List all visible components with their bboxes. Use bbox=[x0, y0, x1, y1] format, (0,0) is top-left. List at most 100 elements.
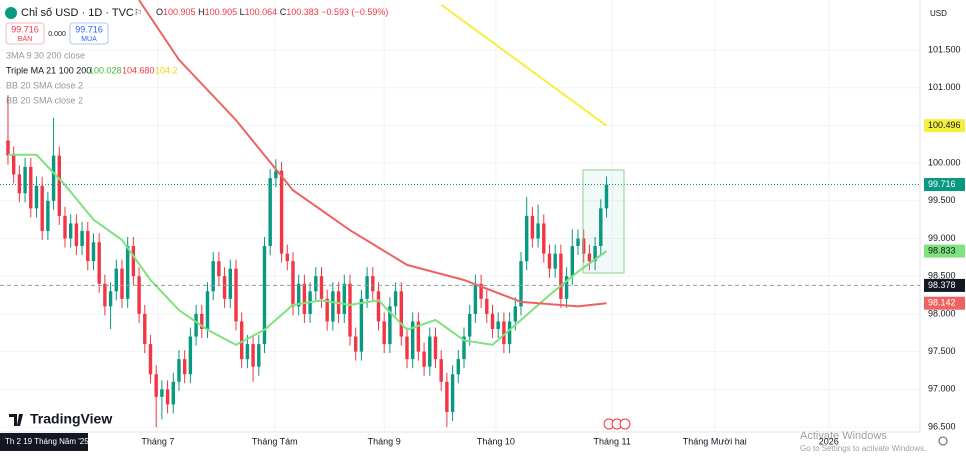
candle-body bbox=[428, 336, 432, 367]
candle-body bbox=[46, 200, 50, 231]
y-tick-label: 99.500 bbox=[928, 195, 956, 205]
candle-body bbox=[68, 223, 73, 239]
quote-part: C bbox=[280, 7, 287, 17]
candle-body bbox=[177, 359, 181, 382]
candle-body bbox=[570, 246, 575, 277]
candle-body bbox=[530, 215, 535, 239]
candle-body bbox=[382, 321, 386, 345]
logo-icon bbox=[9, 414, 23, 426]
price-tag-label: 98.833 bbox=[928, 245, 956, 255]
candle-body bbox=[23, 166, 27, 194]
candle-body bbox=[348, 283, 352, 337]
rectangle-drawing bbox=[582, 169, 625, 274]
event-icon[interactable] bbox=[619, 418, 631, 430]
candle-body bbox=[211, 261, 215, 292]
candle-body bbox=[200, 313, 204, 329]
candle-body bbox=[6, 140, 10, 156]
settings-icon[interactable] bbox=[938, 436, 948, 446]
x-tick-label: Tháng 9 bbox=[368, 436, 401, 446]
candle-body bbox=[194, 313, 198, 337]
candle-body bbox=[593, 246, 597, 262]
candle-body bbox=[74, 223, 79, 247]
symbol: Chỉ số USD · 1D · TVC bbox=[21, 7, 134, 19]
price-tag bbox=[924, 296, 965, 310]
candle-body bbox=[296, 283, 301, 307]
price-tag bbox=[924, 119, 965, 133]
candle-body bbox=[80, 230, 84, 247]
candle-body bbox=[279, 170, 284, 254]
price-tag bbox=[924, 278, 965, 292]
x-tick-label: Tháng 11 bbox=[594, 436, 631, 446]
y-tick-label: 97.000 bbox=[928, 384, 956, 394]
indicator: Triple MA 21 100 200 bbox=[6, 65, 91, 75]
candle-body bbox=[365, 276, 369, 299]
candle-body bbox=[564, 276, 569, 299]
candle-body bbox=[416, 321, 421, 352]
candle-body bbox=[302, 283, 307, 314]
candle-body bbox=[462, 336, 466, 360]
candle-body bbox=[234, 268, 238, 322]
quote-part: 100.905 bbox=[163, 7, 196, 17]
quote-part: 100.064 bbox=[245, 7, 278, 17]
candle-body bbox=[148, 344, 153, 375]
quote: O100.905 H100.905 L100.064 C100.383 −0.5… bbox=[156, 7, 388, 17]
candle-body bbox=[342, 283, 346, 314]
spread: 0.000 bbox=[48, 31, 66, 38]
candle-body bbox=[433, 336, 438, 360]
candle-body bbox=[188, 336, 193, 375]
logo: TradingView bbox=[30, 411, 112, 427]
candle-body bbox=[57, 155, 61, 216]
candle-body bbox=[97, 242, 101, 284]
candle-body bbox=[502, 321, 506, 345]
price-tag bbox=[924, 244, 965, 258]
candle-body bbox=[547, 253, 552, 269]
candle-body bbox=[542, 223, 546, 254]
candle-body bbox=[496, 321, 500, 329]
candle-body bbox=[182, 359, 187, 375]
candle-body bbox=[262, 246, 267, 345]
candle-body bbox=[325, 298, 329, 322]
candle-body bbox=[120, 268, 124, 299]
indicator: BB 20 SMA close 2 bbox=[6, 95, 83, 105]
ma-value: 104.2 bbox=[155, 65, 178, 75]
candle-body bbox=[11, 155, 16, 175]
candle-body bbox=[490, 313, 495, 329]
candle-body bbox=[91, 242, 96, 262]
x-tick-label: Tháng 7 bbox=[141, 436, 174, 446]
candle-body bbox=[393, 291, 398, 307]
candle-body bbox=[154, 374, 158, 397]
buy-button[interactable] bbox=[69, 22, 109, 45]
sell-button[interactable] bbox=[5, 22, 45, 45]
candle-body bbox=[251, 344, 255, 367]
price-tag-label: 100.496 bbox=[928, 120, 961, 130]
candle-body bbox=[587, 253, 592, 262]
candle-body bbox=[222, 276, 227, 299]
quote-part: H bbox=[198, 7, 205, 17]
candle-body bbox=[160, 389, 164, 397]
sell-price: 99.716 bbox=[11, 24, 39, 34]
ma-value: 104.680 bbox=[122, 65, 155, 75]
candle-body bbox=[245, 344, 250, 360]
candle-body bbox=[103, 283, 107, 307]
x-tick-label: 2026 bbox=[819, 436, 839, 446]
candle-body bbox=[388, 306, 392, 345]
x-tick-label: Tháng 10 bbox=[477, 436, 515, 446]
candle-body bbox=[239, 321, 244, 360]
candle-body bbox=[205, 291, 210, 329]
currency: USD bbox=[930, 9, 947, 18]
candle-body bbox=[485, 298, 489, 314]
candle-body bbox=[553, 253, 557, 269]
price-tag bbox=[924, 178, 965, 192]
candle-body bbox=[314, 276, 318, 292]
indicator: BB 20 SMA close 2 bbox=[6, 80, 83, 90]
candle-body bbox=[217, 261, 221, 277]
candle-body bbox=[371, 276, 375, 292]
candle-body bbox=[456, 359, 460, 375]
candle-body bbox=[445, 381, 449, 412]
candle-body bbox=[519, 261, 523, 307]
candle-body bbox=[125, 246, 130, 299]
plot bbox=[0, 0, 920, 432]
candle-body bbox=[171, 381, 175, 405]
candle-body bbox=[17, 174, 22, 194]
